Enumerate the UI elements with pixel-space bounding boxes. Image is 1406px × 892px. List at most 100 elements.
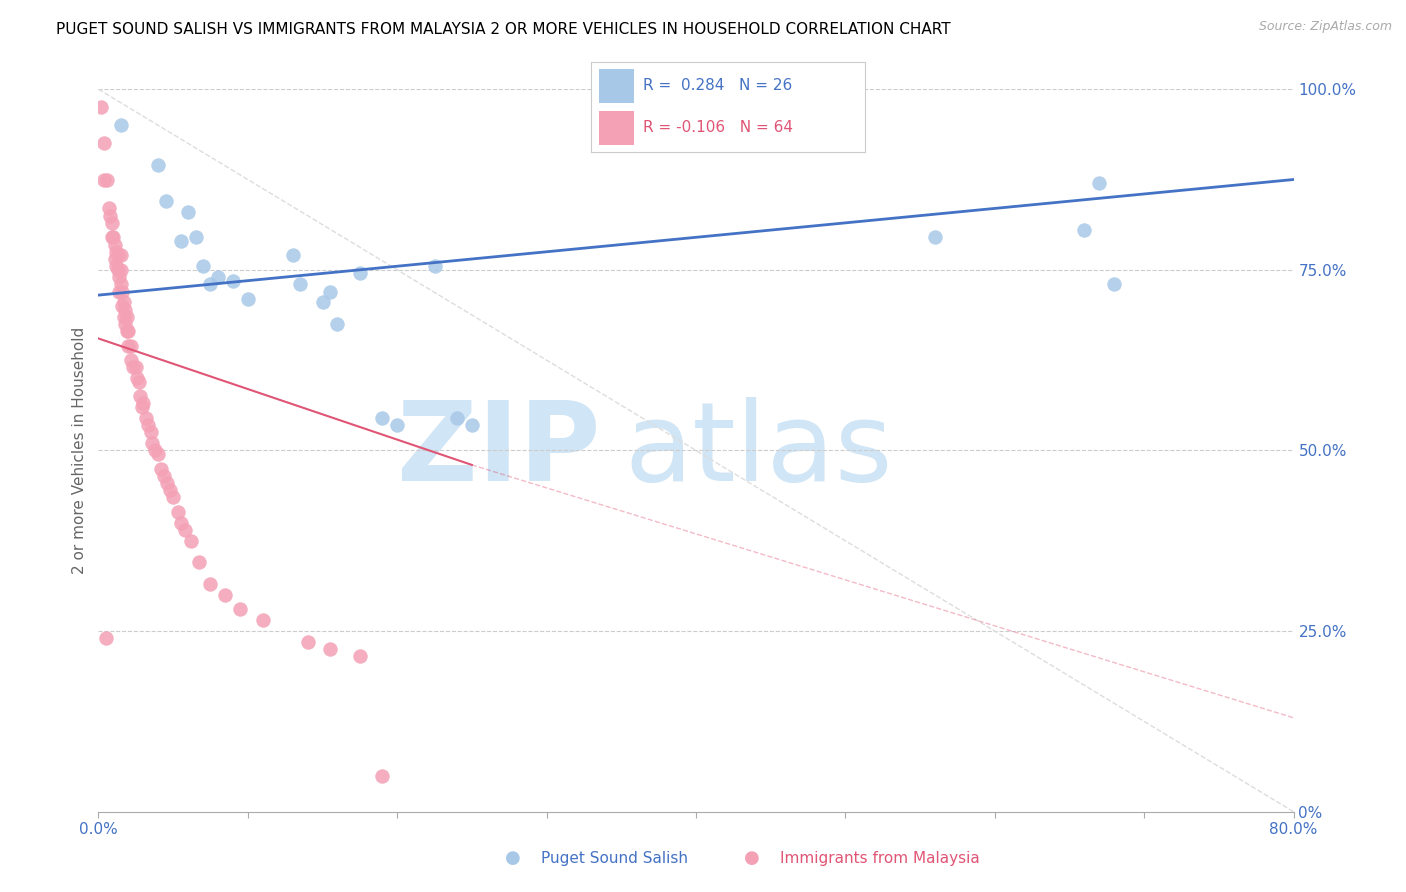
Point <box>127 371 149 385</box>
Text: PUGET SOUND SALISH VS IMMIGRANTS FROM MALAYSIA 2 OR MORE VEHICLES IN HOUSEHOLD C: PUGET SOUND SALISH VS IMMIGRANTS FROM MA… <box>56 22 950 37</box>
Point <box>169 234 191 248</box>
Point <box>128 375 150 389</box>
Bar <box>599 111 634 145</box>
Point <box>96 172 118 186</box>
Point <box>100 209 122 223</box>
Point <box>200 277 222 292</box>
Text: atlas: atlas <box>624 397 893 504</box>
Point <box>461 418 484 433</box>
Point <box>1104 277 1126 292</box>
Point <box>184 230 207 244</box>
Point <box>111 285 134 299</box>
Point <box>120 339 142 353</box>
Point <box>229 602 252 616</box>
Text: Puget Sound Salish: Puget Sound Salish <box>541 851 689 865</box>
Point <box>107 248 129 262</box>
Point <box>114 317 136 331</box>
Point <box>252 613 274 627</box>
Point <box>125 360 148 375</box>
Point <box>371 768 394 783</box>
Point <box>112 295 135 310</box>
Point <box>104 252 127 266</box>
Point <box>94 632 117 646</box>
Point <box>297 635 319 649</box>
Point <box>155 194 177 209</box>
Bar <box>599 69 634 103</box>
Point <box>349 649 371 664</box>
Point <box>187 556 209 570</box>
Text: R =  0.284   N = 26: R = 0.284 N = 26 <box>643 78 792 93</box>
Point <box>129 389 152 403</box>
Point <box>110 248 132 262</box>
Point <box>236 292 259 306</box>
Point <box>191 259 214 273</box>
Point <box>423 259 446 273</box>
Point <box>180 533 202 548</box>
Point <box>207 270 229 285</box>
Point <box>166 505 188 519</box>
Point <box>174 523 197 537</box>
Point <box>1073 223 1095 237</box>
Point <box>93 136 115 151</box>
Text: ZIP: ZIP <box>396 397 600 504</box>
Point <box>90 100 112 114</box>
Text: R = -0.106   N = 64: R = -0.106 N = 64 <box>643 120 793 135</box>
Point <box>101 230 124 244</box>
Point <box>108 285 131 299</box>
Point <box>156 475 179 490</box>
Point <box>214 588 236 602</box>
Point <box>139 425 162 440</box>
Point <box>222 274 245 288</box>
Point <box>135 411 157 425</box>
Text: Immigrants from Malaysia: Immigrants from Malaysia <box>780 851 980 865</box>
Point <box>112 310 135 324</box>
Point <box>110 119 132 133</box>
Point <box>105 259 128 273</box>
Point <box>117 339 139 353</box>
Point <box>103 230 125 244</box>
Point <box>281 248 304 262</box>
Point <box>446 411 468 425</box>
Point <box>121 360 143 375</box>
Point <box>97 202 120 216</box>
Text: ●: ● <box>744 849 761 867</box>
Point <box>319 285 342 299</box>
Point <box>200 577 222 591</box>
Point <box>111 299 134 313</box>
Point <box>115 310 138 324</box>
Point <box>169 516 191 530</box>
Point <box>319 642 342 657</box>
Text: ●: ● <box>505 849 522 867</box>
Point <box>120 353 142 368</box>
Point <box>385 418 409 433</box>
Point <box>1088 176 1111 190</box>
Text: Source: ZipAtlas.com: Source: ZipAtlas.com <box>1258 20 1392 33</box>
Point <box>150 461 173 475</box>
Y-axis label: 2 or more Vehicles in Household: 2 or more Vehicles in Household <box>72 326 87 574</box>
Point <box>162 491 184 505</box>
Point <box>114 302 136 317</box>
Point <box>311 295 333 310</box>
Point <box>131 400 153 414</box>
Point <box>132 396 155 410</box>
Point <box>117 324 139 338</box>
Point <box>105 244 128 259</box>
Point <box>108 270 131 285</box>
Point <box>924 230 946 244</box>
Point <box>107 262 129 277</box>
Point <box>177 205 200 219</box>
Point <box>115 324 138 338</box>
Point <box>148 158 170 172</box>
Point <box>93 172 115 186</box>
Point <box>349 267 371 281</box>
Point <box>371 411 394 425</box>
Point <box>153 468 176 483</box>
Point <box>148 447 170 461</box>
Point <box>136 418 159 433</box>
Point <box>101 216 124 230</box>
Point <box>288 277 311 292</box>
Point <box>143 443 166 458</box>
Point <box>326 317 349 331</box>
Point <box>104 237 127 252</box>
Point <box>110 277 132 292</box>
